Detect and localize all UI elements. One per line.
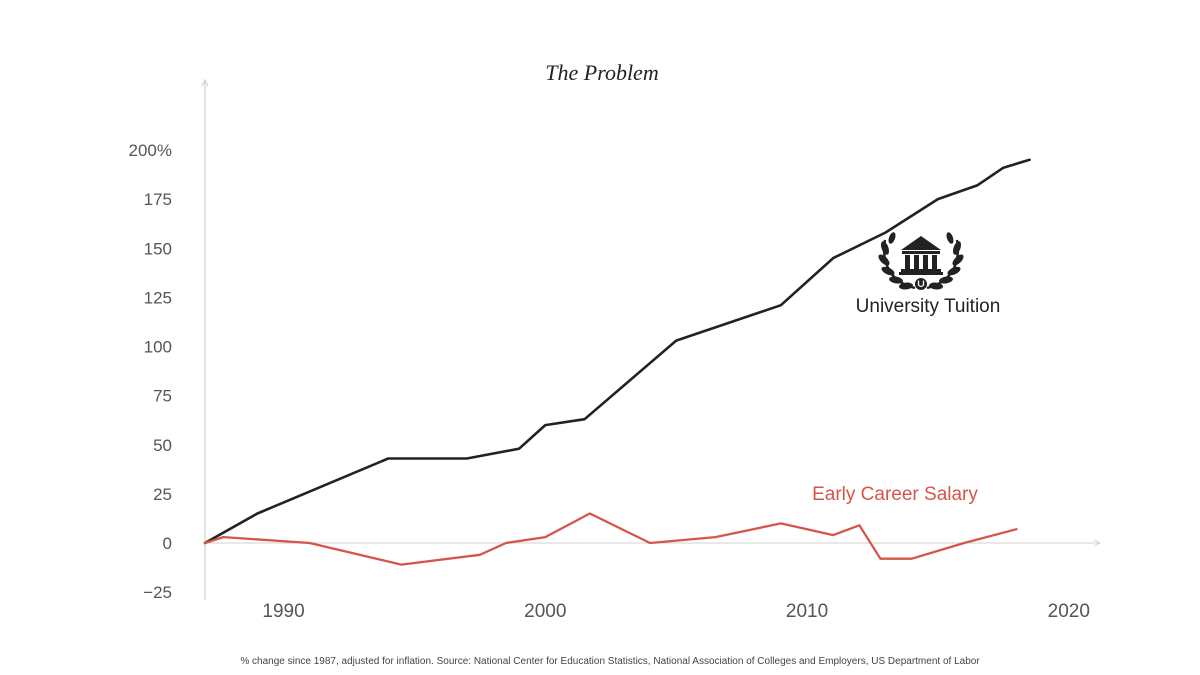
x-tick-label: 2010 [786,601,828,622]
axes [201,78,1102,600]
source-note: % change since 1987, adjusted for inflat… [240,656,980,667]
y-tick-label: 150 [144,239,172,258]
x-tick-label: 2020 [1048,601,1090,622]
salary-line [203,512,1018,566]
y-tick-label: 50 [153,436,172,455]
x-tick-label: 2000 [524,601,566,622]
y-axis-arrow [201,78,209,87]
university-laurel-icon [878,232,964,290]
y-tick-labels: 200% 175 150 125 100 75 50 25 0 −25 [129,141,172,602]
tuition-series-label: University Tuition [856,296,1001,317]
tuition-line [203,158,1031,545]
y-tick-label: 75 [153,387,172,406]
y-tick-label: −25 [143,583,172,602]
salary-series-label: Early Career Salary [812,484,978,505]
x-tick-label: 1990 [262,601,304,622]
y-tick-label: 200% [129,141,172,160]
chart-title: The Problem [545,60,658,85]
x-axis-arrow [1093,539,1102,547]
y-tick-label: 0 [163,534,172,553]
y-tick-label: 25 [153,485,172,504]
y-tick-label: 100 [144,338,172,357]
y-tick-label: 125 [144,288,172,307]
y-tick-label: 175 [144,190,172,209]
series-lines [203,158,1031,566]
x-tick-labels: 1990 2000 2010 2020 [262,601,1090,622]
